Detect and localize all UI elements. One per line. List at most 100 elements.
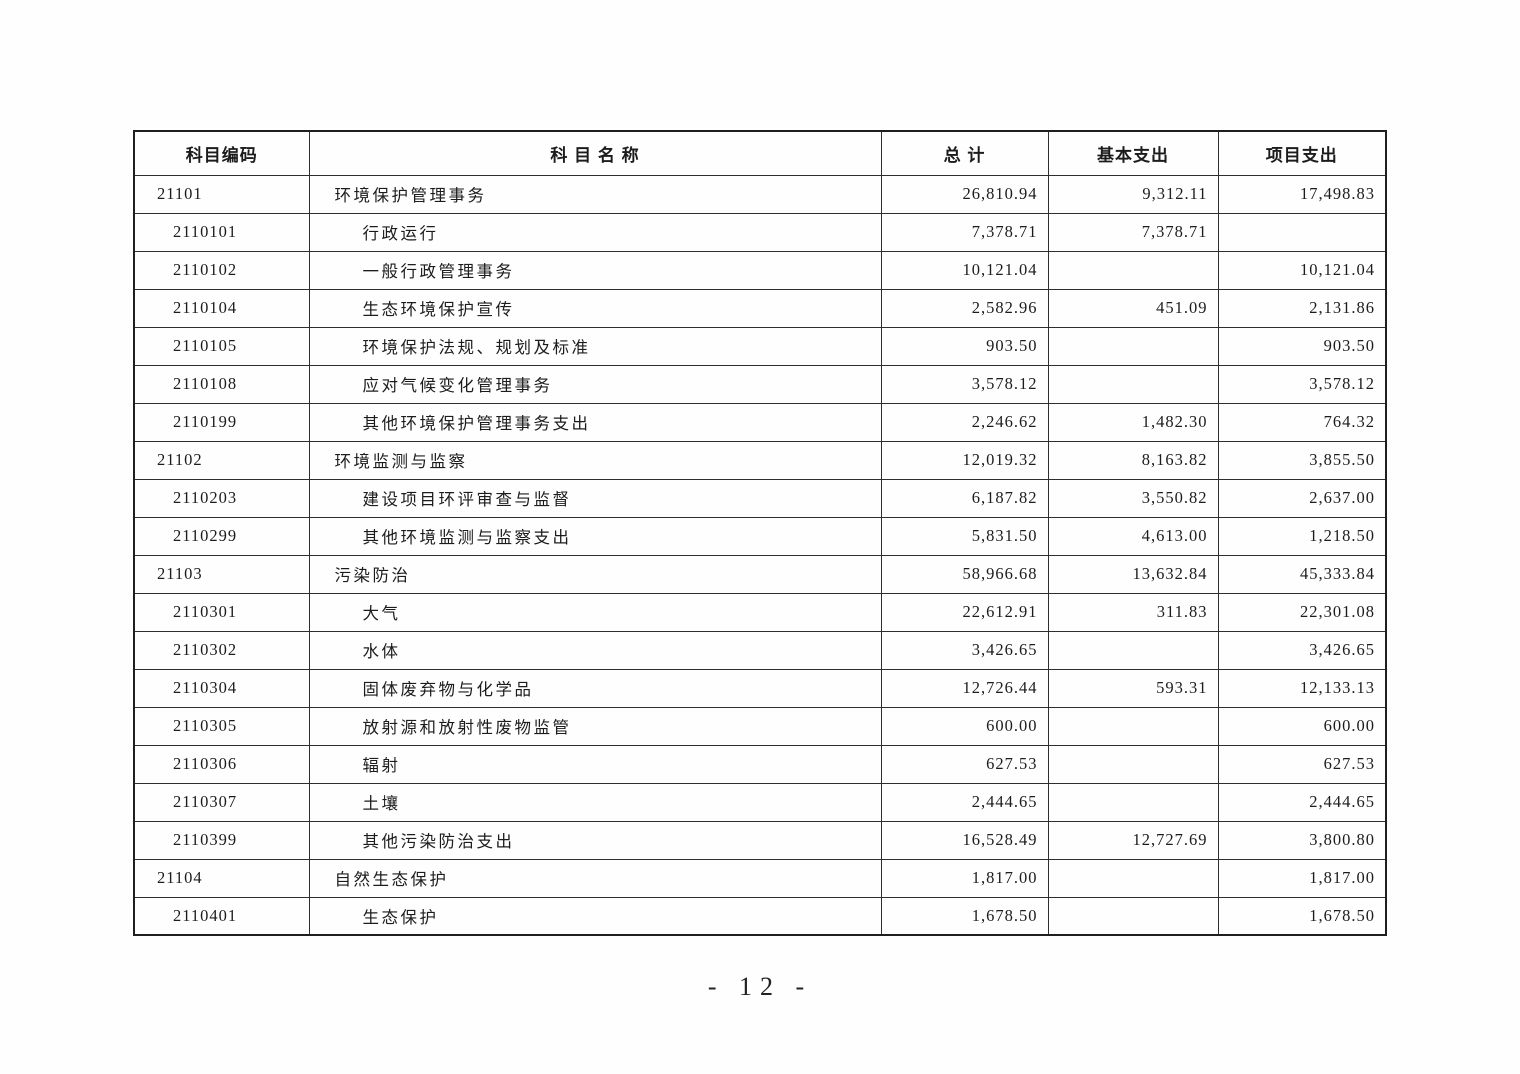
cell-basic-expenditure: 311.83	[1047, 592, 1219, 632]
table-row: 2110108 应对气候变化管理事务 3,578.12 3,578.12	[133, 364, 1387, 404]
cell-subject-name: 生态环境保护宣传	[308, 288, 882, 328]
table-row: 2110299 其他环境监测与监察支出 5,831.50 4,613.00 1,…	[133, 516, 1387, 556]
cell-subject-code: 21103	[133, 554, 310, 594]
budget-expenditure-table: 科目编码 科 目 名 称 总 计 基本支出 项目支出 21101 环境保护管理事…	[133, 130, 1387, 936]
cell-project-expenditure: 12,133.13	[1217, 668, 1387, 708]
table-row: 2110306 辐射 627.53 627.53	[133, 744, 1387, 784]
cell-total: 22,612.91	[880, 592, 1049, 632]
cell-basic-expenditure: 8,163.82	[1047, 440, 1219, 480]
table-row: 2110203 建设项目环评审查与监督 6,187.82 3,550.82 2,…	[133, 478, 1387, 518]
cell-subject-code: 2110299	[133, 516, 310, 556]
cell-total: 58,966.68	[880, 554, 1049, 594]
header-subject-code: 科目编码	[133, 130, 310, 176]
cell-total: 2,246.62	[880, 402, 1049, 442]
cell-subject-code: 2110108	[133, 364, 310, 404]
cell-total: 3,426.65	[880, 630, 1049, 670]
cell-subject-code: 2110401	[133, 896, 310, 936]
cell-subject-code: 2110302	[133, 630, 310, 670]
cell-basic-expenditure: 12,727.69	[1047, 820, 1219, 860]
cell-project-expenditure: 764.32	[1217, 402, 1387, 442]
cell-subject-code: 2110399	[133, 820, 310, 860]
table-row: 21101 环境保护管理事务 26,810.94 9,312.11 17,498…	[133, 174, 1387, 214]
cell-basic-expenditure	[1047, 250, 1219, 290]
cell-subject-code: 2110203	[133, 478, 310, 518]
cell-project-expenditure: 1,218.50	[1217, 516, 1387, 556]
cell-subject-name: 固体废弃物与化学品	[308, 668, 882, 708]
cell-subject-name: 一般行政管理事务	[308, 250, 882, 290]
cell-project-expenditure: 2,637.00	[1217, 478, 1387, 518]
cell-subject-name: 大气	[308, 592, 882, 632]
cell-project-expenditure: 3,800.80	[1217, 820, 1387, 860]
table-row: 2110302 水体 3,426.65 3,426.65	[133, 630, 1387, 670]
page-number: - 12 -	[707, 972, 813, 1001]
cell-basic-expenditure: 9,312.11	[1047, 174, 1219, 214]
cell-basic-expenditure	[1047, 364, 1219, 404]
cell-basic-expenditure	[1047, 744, 1219, 784]
cell-total: 3,578.12	[880, 364, 1049, 404]
cell-basic-expenditure: 7,378.71	[1047, 212, 1219, 252]
cell-project-expenditure: 3,578.12	[1217, 364, 1387, 404]
table-row: 2110301 大气 22,612.91 311.83 22,301.08	[133, 592, 1387, 632]
cell-subject-code: 2110306	[133, 744, 310, 784]
header-basic-expenditure: 基本支出	[1047, 130, 1219, 176]
table-row: 2110105 环境保护法规、规划及标准 903.50 903.50	[133, 326, 1387, 366]
cell-subject-name: 放射源和放射性废物监管	[308, 706, 882, 746]
cell-basic-expenditure: 4,613.00	[1047, 516, 1219, 556]
cell-total: 2,582.96	[880, 288, 1049, 328]
table-row: 2110399 其他污染防治支出 16,528.49 12,727.69 3,8…	[133, 820, 1387, 860]
cell-subject-name: 土壤	[308, 782, 882, 822]
cell-subject-name: 行政运行	[308, 212, 882, 252]
cell-subject-name: 环境监测与监察	[308, 440, 882, 480]
cell-total: 627.53	[880, 744, 1049, 784]
cell-subject-code: 21101	[133, 174, 310, 214]
table-row: 2110104 生态环境保护宣传 2,582.96 451.09 2,131.8…	[133, 288, 1387, 328]
table-row: 21102 环境监测与监察 12,019.32 8,163.82 3,855.5…	[133, 440, 1387, 480]
table-row: 2110401 生态保护 1,678.50 1,678.50	[133, 896, 1387, 936]
cell-project-expenditure: 17,498.83	[1217, 174, 1387, 214]
cell-basic-expenditure	[1047, 326, 1219, 366]
cell-subject-code: 2110307	[133, 782, 310, 822]
cell-subject-code: 21104	[133, 858, 310, 898]
header-total: 总 计	[880, 130, 1049, 176]
table-row: 2110305 放射源和放射性废物监管 600.00 600.00	[133, 706, 1387, 746]
header-row: 科目编码 科 目 名 称 总 计 基本支出 项目支出	[133, 130, 1387, 176]
cell-subject-name: 环境保护法规、规划及标准	[308, 326, 882, 366]
cell-basic-expenditure	[1047, 896, 1219, 936]
cell-subject-name: 环境保护管理事务	[308, 174, 882, 214]
cell-project-expenditure: 22,301.08	[1217, 592, 1387, 632]
cell-total: 600.00	[880, 706, 1049, 746]
cell-subject-code: 2110104	[133, 288, 310, 328]
cell-project-expenditure: 1,817.00	[1217, 858, 1387, 898]
cell-basic-expenditure: 451.09	[1047, 288, 1219, 328]
table-row: 2110102 一般行政管理事务 10,121.04 10,121.04	[133, 250, 1387, 290]
cell-total: 10,121.04	[880, 250, 1049, 290]
cell-total: 5,831.50	[880, 516, 1049, 556]
cell-project-expenditure: 2,444.65	[1217, 782, 1387, 822]
table-body: 21101 环境保护管理事务 26,810.94 9,312.11 17,498…	[133, 174, 1387, 936]
cell-basic-expenditure	[1047, 782, 1219, 822]
table-header: 科目编码 科 目 名 称 总 计 基本支出 项目支出	[133, 130, 1387, 176]
cell-total: 1,817.00	[880, 858, 1049, 898]
table-row: 2110101 行政运行 7,378.71 7,378.71	[133, 212, 1387, 252]
cell-subject-name: 应对气候变化管理事务	[308, 364, 882, 404]
cell-subject-name: 水体	[308, 630, 882, 670]
cell-subject-name: 其他环境监测与监察支出	[308, 516, 882, 556]
cell-project-expenditure	[1217, 212, 1387, 252]
table-row: 21103 污染防治 58,966.68 13,632.84 45,333.84	[133, 554, 1387, 594]
table-row: 21104 自然生态保护 1,817.00 1,817.00	[133, 858, 1387, 898]
cell-subject-name: 污染防治	[308, 554, 882, 594]
header-project-expenditure: 项目支出	[1217, 130, 1387, 176]
cell-subject-code: 21102	[133, 440, 310, 480]
cell-total: 6,187.82	[880, 478, 1049, 518]
cell-basic-expenditure: 593.31	[1047, 668, 1219, 708]
cell-subject-code: 2110305	[133, 706, 310, 746]
cell-basic-expenditure	[1047, 630, 1219, 670]
cell-project-expenditure: 3,855.50	[1217, 440, 1387, 480]
cell-project-expenditure: 600.00	[1217, 706, 1387, 746]
cell-project-expenditure: 2,131.86	[1217, 288, 1387, 328]
cell-project-expenditure: 10,121.04	[1217, 250, 1387, 290]
cell-basic-expenditure: 1,482.30	[1047, 402, 1219, 442]
cell-project-expenditure: 45,333.84	[1217, 554, 1387, 594]
table-row: 2110199 其他环境保护管理事务支出 2,246.62 1,482.30 7…	[133, 402, 1387, 442]
